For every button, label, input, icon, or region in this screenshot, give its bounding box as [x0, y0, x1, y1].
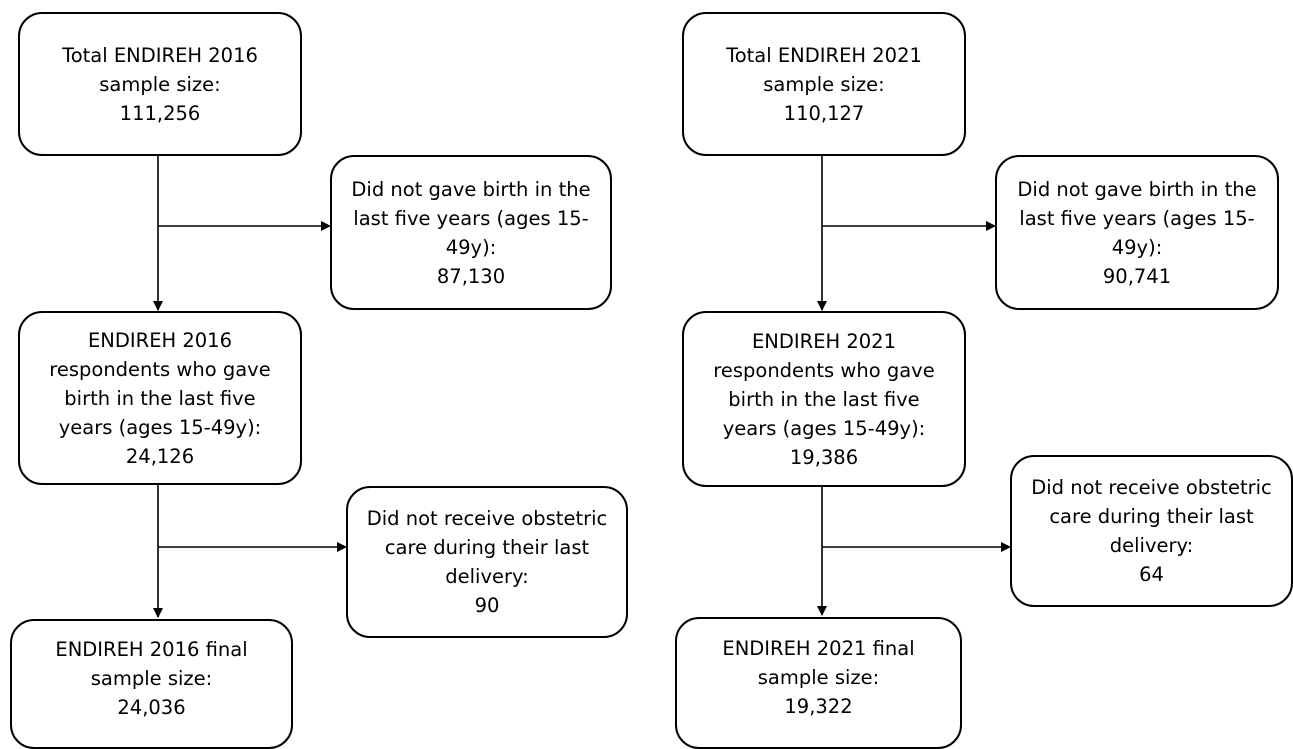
left-total-line-2: sample size:: [99, 72, 221, 96]
left-total-line-1: Total ENDIREH 2016: [62, 43, 258, 67]
right-total-line-2: sample size:: [763, 72, 885, 96]
left-excluded-care-line-3: delivery:: [445, 565, 529, 588]
right-respondents-box: ENDIREH 2021 respondents who gave birth …: [682, 311, 966, 487]
left-respondents-line-1: ENDIREH 2016: [87, 328, 233, 352]
left-respondents-line-4: years (ages 15-49y):: [58, 415, 262, 439]
left-final-line-2: sample size:: [90, 666, 213, 690]
left-excluded-birth-box: Did not gave birth in the last five year…: [330, 155, 612, 310]
left-excluded-care-line-4: 90: [474, 594, 500, 617]
left-respondents-line-3: birth in the last five: [64, 386, 256, 410]
right-excluded-birth-line-3: 49y):: [1111, 235, 1163, 259]
right-final-line-1: ENDIREH 2021 final: [722, 636, 915, 660]
left-excluded-care-box: Did not receive obstetric care during th…: [346, 486, 628, 638]
left-excluded-birth-line-3: 49y):: [445, 235, 497, 259]
right-excluded-care-box: Did not receive obstetric care during th…: [1010, 455, 1293, 607]
right-respondents-line-1: ENDIREH 2021: [751, 329, 897, 353]
left-excluded-birth-line-2: last five years (ages 15-: [353, 206, 589, 230]
right-final-line-3: 19,322: [784, 694, 853, 718]
left-final-line-3: 24,036: [117, 695, 186, 719]
right-total-line-1: Total ENDIREH 2021: [726, 43, 922, 67]
left-respondents-line-5: 24,126: [125, 444, 195, 468]
right-respondents-line-5: 19,386: [789, 445, 859, 469]
right-respondents-line-2: respondents who gave: [713, 358, 935, 382]
right-excluded-birth-line-2: last five years (ages 15-: [1019, 206, 1255, 230]
right-excluded-care-line-3: delivery:: [1109, 534, 1194, 557]
right-excluded-care-line-4: 64: [1139, 563, 1164, 586]
right-excluded-care-line-1: Did not receive obstetric: [1031, 476, 1272, 499]
left-excluded-care-line-2: care during their last: [384, 536, 590, 559]
left-final-line-1: ENDIREH 2016 final: [55, 637, 248, 661]
left-excluded-birth-line-4: 87,130: [436, 264, 506, 288]
right-excluded-birth-line-4: 90,741: [1102, 264, 1172, 288]
right-final-line-2: sample size:: [757, 665, 880, 689]
right-total-line-3: 110,127: [783, 101, 865, 125]
right-final-box: ENDIREH 2021 final sample size: 19,322: [675, 617, 962, 749]
left-final-box: ENDIREH 2016 final sample size: 24,036: [10, 619, 293, 749]
left-respondents-line-2: respondents who gave: [49, 357, 271, 381]
right-respondents-line-3: birth in the last five: [728, 387, 920, 411]
right-excluded-birth-box: Did not gave birth in the last five year…: [995, 155, 1279, 310]
right-total-box: Total ENDIREH 2021 sample size: 110,127: [682, 12, 966, 156]
left-excluded-care-line-1: Did not receive obstetric: [366, 507, 608, 530]
right-respondents-line-4: years (ages 15-49y):: [722, 416, 926, 440]
right-excluded-care-line-2: care during their last: [1049, 505, 1254, 528]
left-excluded-birth-line-1: Did not gave birth in the: [351, 177, 591, 201]
left-total-line-3: 111,256: [119, 101, 201, 125]
right-excluded-birth-line-1: Did not gave birth in the: [1017, 177, 1257, 201]
left-total-box: Total ENDIREH 2016 sample size: 111,256: [18, 12, 302, 156]
left-respondents-box: ENDIREH 2016 respondents who gave birth …: [18, 311, 302, 485]
